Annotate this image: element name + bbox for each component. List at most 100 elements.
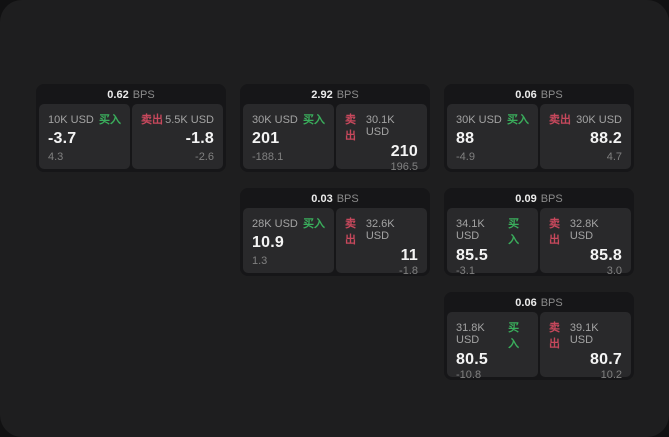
buy-price: 80.5 [456, 351, 488, 368]
buy-price: 201 [252, 130, 280, 147]
sell-side-label: 卖出 [549, 218, 560, 246]
sell-size-label: 39.1K USD [569, 322, 599, 346]
buy-delta: -188.1 [252, 151, 284, 163]
sell-price: 11 [400, 247, 418, 264]
card-header: 0.06 BPS [447, 87, 631, 104]
quote-panels: 30K USD 买入 88 -4.9 卖出 30K USD 88.2 4.7 [447, 104, 631, 169]
buy-delta: -10.8 [456, 369, 482, 381]
buy-delta: 4.3 [48, 151, 64, 163]
sell-price: 85.8 [590, 247, 622, 264]
buy-panel[interactable]: 30K USD 买入 201 -188.1 [243, 104, 334, 169]
buy-size-label: 30K USD [252, 114, 298, 126]
card-header: 0.62 BPS [39, 87, 223, 104]
buy-side-label: 买入 [99, 114, 121, 126]
quote-card: 2.92 BPS 30K USD 买入 201 -188.1 卖出 30.1K … [240, 84, 430, 173]
buy-side-label: 买入 [303, 114, 325, 126]
sell-panel-top: 卖出 5.5K USD [141, 111, 214, 127]
sell-panel[interactable]: 卖出 30K USD 88.2 4.7 [540, 104, 631, 169]
sell-delta: 4.7 [606, 151, 622, 163]
bps-value: 2.92 [311, 89, 333, 101]
bps-label: BPS [540, 297, 563, 309]
quote-panels: 10K USD 买入 -3.7 4.3 卖出 5.5K USD -1.8 -2.… [39, 104, 223, 169]
sell-delta: 10.2 [600, 369, 622, 381]
bps-value: 0.06 [515, 89, 537, 101]
sell-price: 88.2 [590, 130, 622, 147]
sell-size-label: 32.8K USD [569, 218, 599, 242]
quote-panels: 31.8K USD 买入 80.5 -10.8 卖出 39.1K USD 80.… [447, 312, 631, 381]
buy-panel-top: 31.8K USD 买入 [456, 319, 529, 351]
bps-value: 0.62 [107, 89, 129, 101]
quote-card: 0.06 BPS 31.8K USD 买入 80.5 -10.8 卖出 39.1… [444, 292, 634, 381]
sell-size-label: 30K USD [576, 114, 622, 126]
bps-label: BPS [132, 89, 155, 101]
buy-price: 85.5 [456, 247, 488, 264]
quote-card: 0.06 BPS 30K USD 买入 88 -4.9 卖出 30K USD [444, 84, 634, 172]
card-header: 0.03 BPS [243, 191, 427, 208]
sell-delta: 196.5 [390, 161, 418, 173]
buy-panel[interactable]: 28K USD 买入 10.9 1.3 [243, 208, 334, 273]
buy-panel[interactable]: 31.8K USD 买入 80.5 -10.8 [447, 312, 538, 381]
buy-delta: 1.3 [252, 255, 268, 267]
buy-panel-top: 34.1K USD 买入 [456, 215, 529, 247]
bps-label: BPS [540, 193, 563, 205]
bps-value: 0.03 [311, 193, 333, 205]
buy-side-label: 买入 [303, 218, 325, 230]
sell-panel-top: 卖出 30.1K USD [345, 111, 418, 143]
buy-panel[interactable]: 10K USD 买入 -3.7 4.3 [39, 104, 130, 169]
buy-size-label: 28K USD [252, 218, 298, 230]
bps-value: 0.09 [515, 193, 537, 205]
card-header: 2.92 BPS [243, 87, 427, 104]
quote-card: 0.09 BPS 34.1K USD 买入 85.5 -3.1 卖出 32.8K… [444, 188, 634, 277]
buy-panel[interactable]: 34.1K USD 买入 85.5 -3.1 [447, 208, 538, 277]
buy-panel-top: 30K USD 买入 [252, 111, 325, 127]
buy-size-label: 31.8K USD [456, 322, 485, 346]
sell-panel-top: 卖出 32.8K USD [549, 215, 622, 247]
bps-label: BPS [336, 89, 359, 101]
sell-side-label: 卖出 [345, 218, 356, 246]
sell-price: 210 [390, 143, 418, 160]
buy-side-label: 买入 [508, 218, 520, 246]
quote-card: 0.03 BPS 28K USD 买入 10.9 1.3 卖出 32.6K US… [240, 188, 430, 277]
buy-price: 10.9 [252, 234, 284, 251]
buy-size-label: 10K USD [48, 114, 94, 126]
card-header: 0.06 BPS [447, 295, 631, 312]
sell-delta: 3.0 [606, 265, 622, 277]
quote-card: 0.62 BPS 10K USD 买入 -3.7 4.3 卖出 5.5K USD [36, 84, 226, 172]
quote-panels: 30K USD 买入 201 -188.1 卖出 30.1K USD 210 1… [243, 104, 427, 173]
sell-delta: -2.6 [195, 151, 214, 163]
quote-panels: 28K USD 买入 10.9 1.3 卖出 32.6K USD 11 -1.8 [243, 208, 427, 277]
sell-side-label: 卖出 [141, 114, 163, 126]
sell-delta: -1.8 [399, 265, 418, 277]
buy-price: 88 [456, 130, 475, 147]
bps-label: BPS [336, 193, 359, 205]
bps-label: BPS [540, 89, 563, 101]
sell-panel-top: 卖出 32.6K USD [345, 215, 418, 247]
buy-panel-top: 28K USD 买入 [252, 215, 325, 231]
sell-size-label: 5.5K USD [165, 114, 214, 126]
sell-size-label: 30.1K USD [365, 114, 395, 138]
buy-panel[interactable]: 30K USD 买入 88 -4.9 [447, 104, 538, 169]
buy-price: -3.7 [48, 130, 77, 147]
buy-size-label: 34.1K USD [456, 218, 485, 242]
buy-side-label: 买入 [508, 322, 520, 350]
sell-panel[interactable]: 卖出 30.1K USD 210 196.5 [336, 104, 427, 173]
bps-value: 0.06 [515, 297, 537, 309]
buy-panel-top: 10K USD 买入 [48, 111, 121, 127]
sell-panel[interactable]: 卖出 39.1K USD 80.7 10.2 [540, 312, 631, 381]
sell-side-label: 卖出 [345, 114, 356, 142]
sell-panel[interactable]: 卖出 5.5K USD -1.8 -2.6 [132, 104, 223, 169]
buy-delta: -3.1 [456, 265, 475, 277]
sell-panel[interactable]: 卖出 32.6K USD 11 -1.8 [336, 208, 427, 277]
buy-size-label: 30K USD [456, 114, 502, 126]
sell-price: -1.8 [185, 130, 214, 147]
sell-panel-top: 卖出 30K USD [549, 111, 622, 127]
sell-size-label: 32.6K USD [365, 218, 395, 242]
sell-side-label: 卖出 [549, 114, 571, 126]
buy-side-label: 买入 [507, 114, 529, 126]
buy-delta: -4.9 [456, 151, 475, 163]
sell-side-label: 卖出 [549, 322, 560, 350]
quote-card-grid: 0.62 BPS 10K USD 买入 -3.7 4.3 卖出 5.5K USD [36, 84, 634, 381]
sell-panel[interactable]: 卖出 32.8K USD 85.8 3.0 [540, 208, 631, 277]
sell-panel-top: 卖出 39.1K USD [549, 319, 622, 351]
quote-panels: 34.1K USD 买入 85.5 -3.1 卖出 32.8K USD 85.8… [447, 208, 631, 277]
